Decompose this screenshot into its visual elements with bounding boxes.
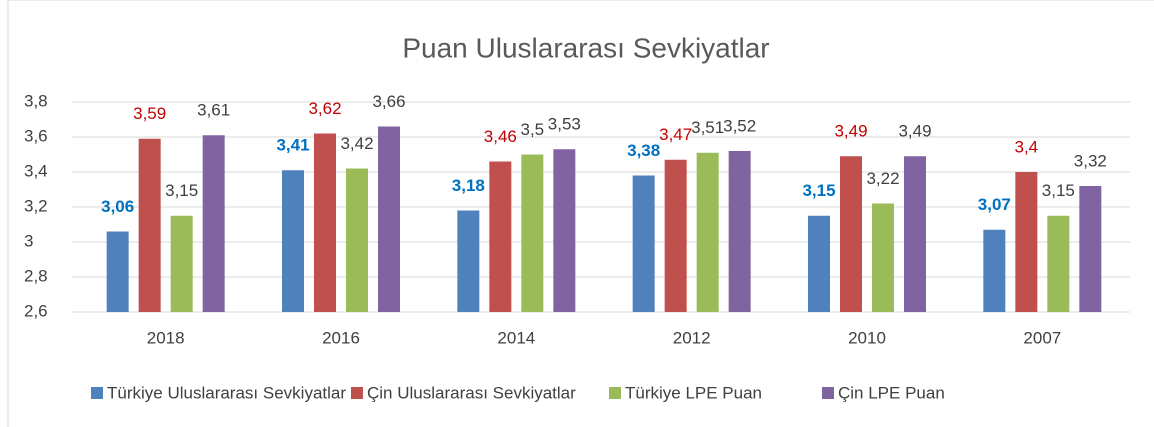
data-label: 3,18 (452, 176, 485, 195)
data-label: 3,15 (165, 181, 198, 200)
bar (632, 175, 655, 312)
data-label: 3,22 (866, 169, 899, 188)
bar (872, 203, 894, 312)
legend-label: Türkiye Uluslararası Sevkiyatlar (107, 383, 346, 402)
bar (904, 156, 926, 312)
data-label: 3,07 (978, 195, 1011, 214)
bar (202, 135, 225, 312)
bar (1015, 172, 1038, 312)
bar (1079, 186, 1102, 312)
data-label: 3,52 (723, 116, 756, 135)
legend-swatch (609, 387, 621, 399)
data-label: 3,32 (1074, 151, 1107, 170)
legend-swatch (822, 387, 834, 399)
data-label: 3,46 (484, 127, 517, 146)
legend-label: Çin Uluslararası Sevkiyatlar (367, 383, 576, 402)
data-label: 3,61 (197, 101, 230, 120)
bar (138, 138, 161, 312)
x-tick-label: 2018 (147, 328, 185, 347)
y-tick-label: 3 (24, 231, 33, 250)
y-tick-label: 3,6 (24, 126, 48, 145)
bar (457, 210, 480, 312)
bar (346, 168, 368, 312)
data-label: 3,51 (691, 118, 724, 137)
data-label: 3,15 (1042, 181, 1075, 200)
data-label: 3,42 (340, 134, 373, 153)
y-tick-label: 3,8 (24, 91, 48, 110)
bar (521, 154, 544, 312)
bar (983, 229, 1006, 312)
bar (170, 215, 193, 312)
bar (106, 231, 129, 312)
bar (664, 159, 687, 312)
x-tick-label: 2010 (848, 328, 886, 347)
bar (728, 151, 751, 312)
bar (553, 149, 576, 312)
x-tick-label: 2012 (673, 328, 711, 347)
bar (840, 156, 862, 312)
bar (1047, 215, 1070, 312)
x-tick-label: 2007 (1023, 328, 1061, 347)
y-tick-label: 2,6 (24, 301, 48, 320)
data-label: 3,62 (308, 99, 341, 118)
bar (282, 170, 304, 312)
x-tick-label: 2014 (497, 328, 535, 347)
y-tick-label: 2,8 (24, 266, 48, 285)
bar (489, 161, 512, 312)
chart-title: Puan Uluslararası Sevkiyatlar (402, 32, 769, 63)
bar (314, 133, 336, 312)
legend-swatch (91, 387, 103, 399)
data-label: 3,15 (802, 181, 835, 200)
data-label: 3,49 (834, 122, 867, 141)
bar (808, 215, 830, 312)
data-label: 3,59 (133, 104, 166, 123)
chart-frame (7, 0, 1154, 427)
y-tick-label: 3,4 (24, 161, 48, 180)
data-label: 3,66 (372, 92, 405, 111)
data-label: 3,38 (627, 141, 660, 160)
legend-label: Çin LPE Puan (838, 383, 945, 402)
legend-swatch (351, 387, 363, 399)
legend-label: Türkiye LPE Puan (625, 383, 762, 402)
data-label: 3,47 (659, 125, 692, 144)
bar (696, 152, 719, 312)
data-label: 3,06 (101, 197, 134, 216)
y-tick-label: 3,2 (24, 196, 48, 215)
data-label: 3,53 (548, 115, 581, 134)
x-tick-label: 2016 (322, 328, 360, 347)
data-label: 3,4 (1015, 137, 1039, 156)
data-label: 3,49 (898, 122, 931, 141)
bar (378, 126, 400, 312)
data-label: 3,41 (276, 136, 309, 155)
data-label: 3,5 (521, 120, 545, 139)
